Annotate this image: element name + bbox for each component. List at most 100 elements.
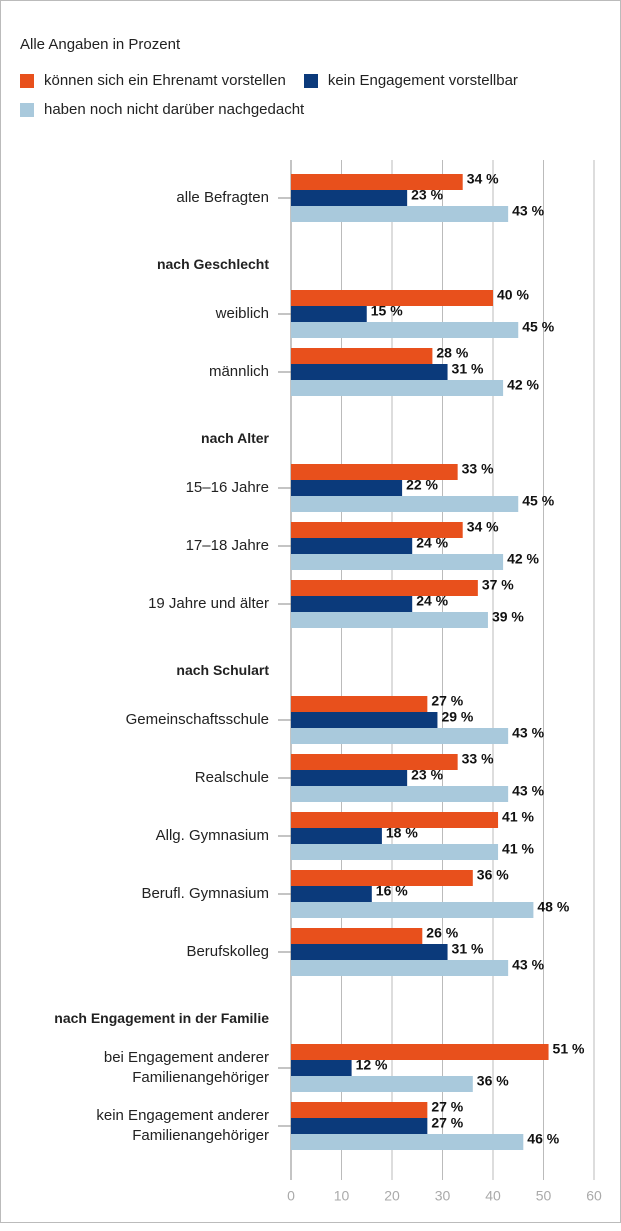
value-label: 27 % xyxy=(431,1115,463,1131)
y-tick-label: 17–18 Jahre xyxy=(185,537,269,554)
legend-label: kein Engagement vorstellbar xyxy=(327,72,518,89)
y-tick-label: Gemeinschaftsschule xyxy=(125,711,269,728)
value-label: 42 % xyxy=(507,551,539,567)
bar xyxy=(291,348,433,364)
value-label: 26 % xyxy=(426,925,458,941)
value-label: 40 % xyxy=(497,287,529,303)
bar xyxy=(291,322,519,338)
bar xyxy=(291,902,534,918)
value-label: 36 % xyxy=(477,1073,509,1089)
bar xyxy=(291,1044,549,1060)
bar xyxy=(291,1134,524,1150)
bar xyxy=(291,206,509,222)
y-tick-label: Allg. Gymnasium xyxy=(155,827,269,844)
legend-label: können sich ein Ehrenamt vorstellen xyxy=(44,72,286,89)
bar xyxy=(291,786,509,802)
y-tick-label: männlich xyxy=(208,363,269,380)
bar xyxy=(291,174,463,190)
value-label: 36 % xyxy=(477,867,509,883)
value-label: 29 % xyxy=(441,709,473,725)
value-label: 43 % xyxy=(512,203,544,219)
value-label: 27 % xyxy=(431,693,463,709)
value-label: 46 % xyxy=(527,1131,559,1147)
value-label: 16 % xyxy=(376,883,408,899)
subtitle: Alle Angaben in Prozent xyxy=(20,36,181,53)
bar xyxy=(291,1076,473,1092)
bar xyxy=(291,1060,352,1076)
x-tick-label: 30 xyxy=(435,1188,451,1204)
value-label: 41 % xyxy=(502,841,534,857)
bar xyxy=(291,538,413,554)
value-label: 48 % xyxy=(537,899,569,915)
bar xyxy=(291,728,509,744)
value-label: 34 % xyxy=(467,519,499,535)
section-heading: nach Alter xyxy=(201,430,269,446)
legend-swatch xyxy=(303,73,318,88)
y-tick-label: alle Befragten xyxy=(176,189,269,206)
legend-item: kein Engagement vorstellbar xyxy=(303,72,518,89)
value-label: 24 % xyxy=(416,535,448,551)
value-label: 23 % xyxy=(411,187,443,203)
bar xyxy=(291,554,504,570)
bar xyxy=(291,1118,428,1134)
x-tick-label: 60 xyxy=(586,1188,602,1204)
value-label: 45 % xyxy=(522,493,554,509)
value-label: 34 % xyxy=(467,171,499,187)
value-label: 37 % xyxy=(482,577,514,593)
y-tick-label: Realschule xyxy=(194,769,269,786)
bar xyxy=(291,754,458,770)
bar xyxy=(291,812,499,828)
bar xyxy=(291,306,367,322)
bar xyxy=(291,712,438,728)
bar xyxy=(291,1102,428,1118)
value-label: 18 % xyxy=(386,825,418,841)
section-heading: nach Engagement in der Familie xyxy=(54,1010,269,1026)
bar xyxy=(291,886,372,902)
y-tick-label: bei Engagement anderer Familienangehörig… xyxy=(103,1049,269,1086)
value-label: 12 % xyxy=(356,1057,388,1073)
bar xyxy=(291,770,408,786)
y-tick-label: 19 Jahre und älter xyxy=(148,595,269,612)
legend: können sich ein Ehrenamt vorstellen kein … xyxy=(20,72,600,118)
legend-label: haben noch nicht darüber nachgedacht xyxy=(44,101,305,118)
legend-swatch xyxy=(20,102,34,117)
bar xyxy=(291,290,493,306)
bar xyxy=(291,496,519,512)
y-tick-label: Berufl. Gymnasium xyxy=(141,885,269,902)
value-label: 43 % xyxy=(512,725,544,741)
value-label: 15 % xyxy=(371,303,403,319)
bar xyxy=(291,696,428,712)
value-label: 45 % xyxy=(522,319,554,335)
bar xyxy=(291,380,504,396)
y-tick-label: Berufskolleg xyxy=(186,943,269,960)
bar xyxy=(291,944,448,960)
value-label: 31 % xyxy=(452,941,484,957)
value-label: 43 % xyxy=(512,783,544,799)
bar xyxy=(291,364,448,380)
value-label: 33 % xyxy=(462,461,494,477)
x-tick-label: 40 xyxy=(485,1188,501,1204)
section-heading: nach Geschlecht xyxy=(156,256,269,272)
bar xyxy=(291,844,499,860)
value-label: 31 % xyxy=(452,361,484,377)
bar xyxy=(291,464,458,480)
legend-swatch xyxy=(20,73,34,88)
value-label: 22 % xyxy=(406,477,438,493)
bar xyxy=(291,522,463,538)
bar xyxy=(291,960,509,976)
value-label: 43 % xyxy=(512,957,544,973)
value-label: 33 % xyxy=(462,751,494,767)
bar xyxy=(291,870,473,886)
value-label: 39 % xyxy=(492,609,524,625)
y-tick-label: kein Engagement anderer Familienangehöri… xyxy=(96,1107,269,1144)
value-label: 51 % xyxy=(553,1041,585,1057)
value-label: 41 % xyxy=(502,809,534,825)
bar xyxy=(291,828,382,844)
bar xyxy=(291,580,478,596)
bar xyxy=(291,190,408,206)
value-label: 28 % xyxy=(436,345,468,361)
x-tick-label: 10 xyxy=(334,1188,350,1204)
y-tick-label: 15–16 Jahre xyxy=(185,479,269,496)
